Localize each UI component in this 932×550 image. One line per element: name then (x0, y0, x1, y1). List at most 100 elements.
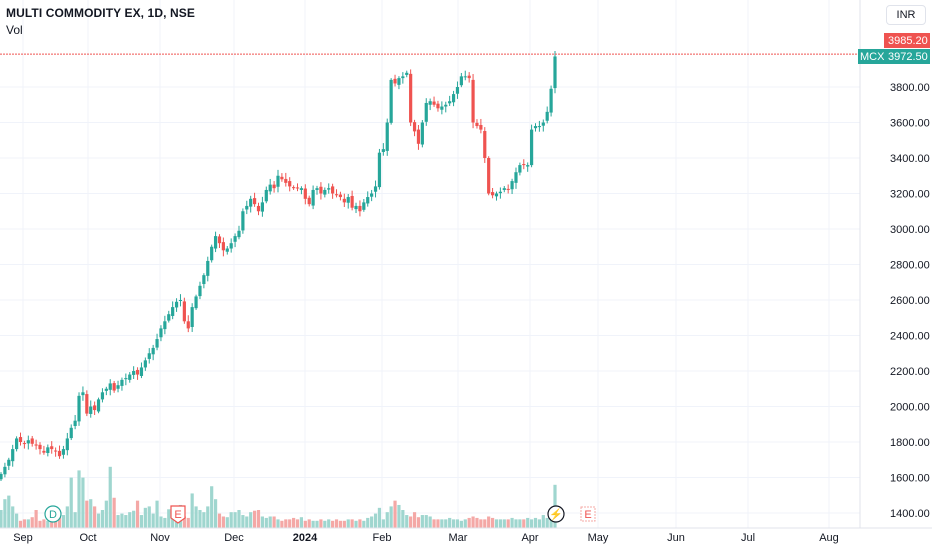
time-tick-label: Sep (13, 532, 33, 544)
time-axis: Sep Oct Nov Dec 2024 Feb Mar Apr May Jun Jul Aug (13, 532, 839, 544)
volume-bar (249, 512, 253, 528)
price-axis: 1400.00 1600.00 1800.00 2000.00 2200.00 2400.… (890, 82, 930, 520)
candle (147, 348, 151, 364)
volume-bar (241, 515, 245, 528)
volume-bar (529, 519, 534, 528)
volume-bar (198, 510, 202, 528)
candle (171, 301, 175, 320)
candle (89, 400, 93, 418)
candle (385, 118, 389, 156)
candle (412, 119, 417, 137)
candle (432, 96, 436, 107)
volume-bar (475, 517, 479, 528)
candle (455, 81, 460, 99)
volume-bar (311, 520, 315, 528)
time-tick-label: Apr (521, 532, 538, 544)
currency-button[interactable]: INR (886, 5, 926, 25)
volume-bar (61, 515, 66, 528)
time-tick-label: Nov (150, 532, 170, 544)
candle (73, 415, 77, 430)
time-tick-label: 2024 (293, 532, 318, 544)
candle (541, 119, 545, 132)
volume-bar (38, 520, 42, 528)
candlesticks (0, 50, 557, 482)
candle (448, 95, 452, 106)
volume-bar (416, 517, 421, 528)
gridlines (0, 0, 860, 528)
volume-bar (186, 517, 190, 528)
candle (471, 74, 475, 129)
volume-bar (405, 515, 409, 528)
earnings-marker-upcoming[interactable]: E (580, 506, 596, 522)
volume-bar (451, 519, 456, 528)
volume-bar (221, 516, 225, 528)
volume-bar (373, 513, 378, 528)
earnings-marker-past[interactable]: E (170, 505, 186, 524)
candle (331, 183, 335, 199)
candle (467, 72, 471, 83)
volume-bar (319, 519, 323, 528)
volume-bar (30, 517, 34, 528)
volume-bar (545, 517, 549, 528)
volume-bar (34, 510, 38, 528)
candle (202, 273, 206, 289)
volume-bar (272, 516, 276, 528)
candle (26, 435, 30, 450)
candle (377, 148, 382, 190)
volume-bar (514, 519, 518, 528)
volume-bar (401, 510, 405, 528)
volume-bar (471, 516, 475, 528)
time-tick-label: Feb (373, 532, 392, 544)
volume-bar (358, 519, 362, 528)
candle (178, 294, 183, 307)
volume-bar (299, 517, 304, 528)
candle (420, 120, 424, 148)
candle (315, 185, 319, 195)
candle (116, 380, 120, 393)
volume-bar (440, 519, 444, 528)
candle (77, 392, 81, 426)
volume-bar (46, 520, 50, 528)
candle (311, 185, 315, 210)
earnings-label-past: E (174, 509, 181, 521)
volume-bar (77, 470, 81, 528)
candle (182, 297, 186, 324)
volume-bar (350, 519, 354, 528)
split-marker[interactable]: ⚡ (547, 505, 565, 523)
time-tick-label: Jun (667, 532, 685, 544)
candle (479, 118, 483, 134)
candle (128, 372, 132, 383)
candle (299, 186, 304, 195)
candle (292, 185, 296, 190)
time-tick-label: May (588, 532, 609, 544)
volume-bar (397, 504, 401, 528)
dividend-marker[interactable]: D (44, 505, 62, 523)
volume-bar (331, 520, 335, 528)
candle (163, 315, 167, 335)
volume-bar (57, 517, 62, 528)
candle (241, 208, 245, 234)
candle (393, 74, 397, 87)
candle (436, 100, 440, 112)
volume-bar (206, 506, 210, 528)
candle (303, 184, 307, 205)
candle (22, 440, 27, 449)
candle (288, 177, 292, 192)
volume-bar (26, 519, 30, 528)
candle (350, 190, 354, 211)
candle (276, 169, 280, 193)
volume-bar (522, 519, 526, 528)
volume-bar (18, 520, 23, 528)
last-price-tag: 3972.50 (884, 49, 930, 64)
candle (451, 90, 456, 107)
volume-bar (428, 516, 432, 528)
candle (346, 194, 350, 209)
candle (0, 472, 3, 482)
volume-bar (393, 500, 397, 528)
volume-bar (479, 519, 483, 528)
volume-bar (167, 509, 171, 528)
candle (424, 98, 428, 126)
candle (198, 281, 202, 300)
candle (526, 162, 530, 172)
